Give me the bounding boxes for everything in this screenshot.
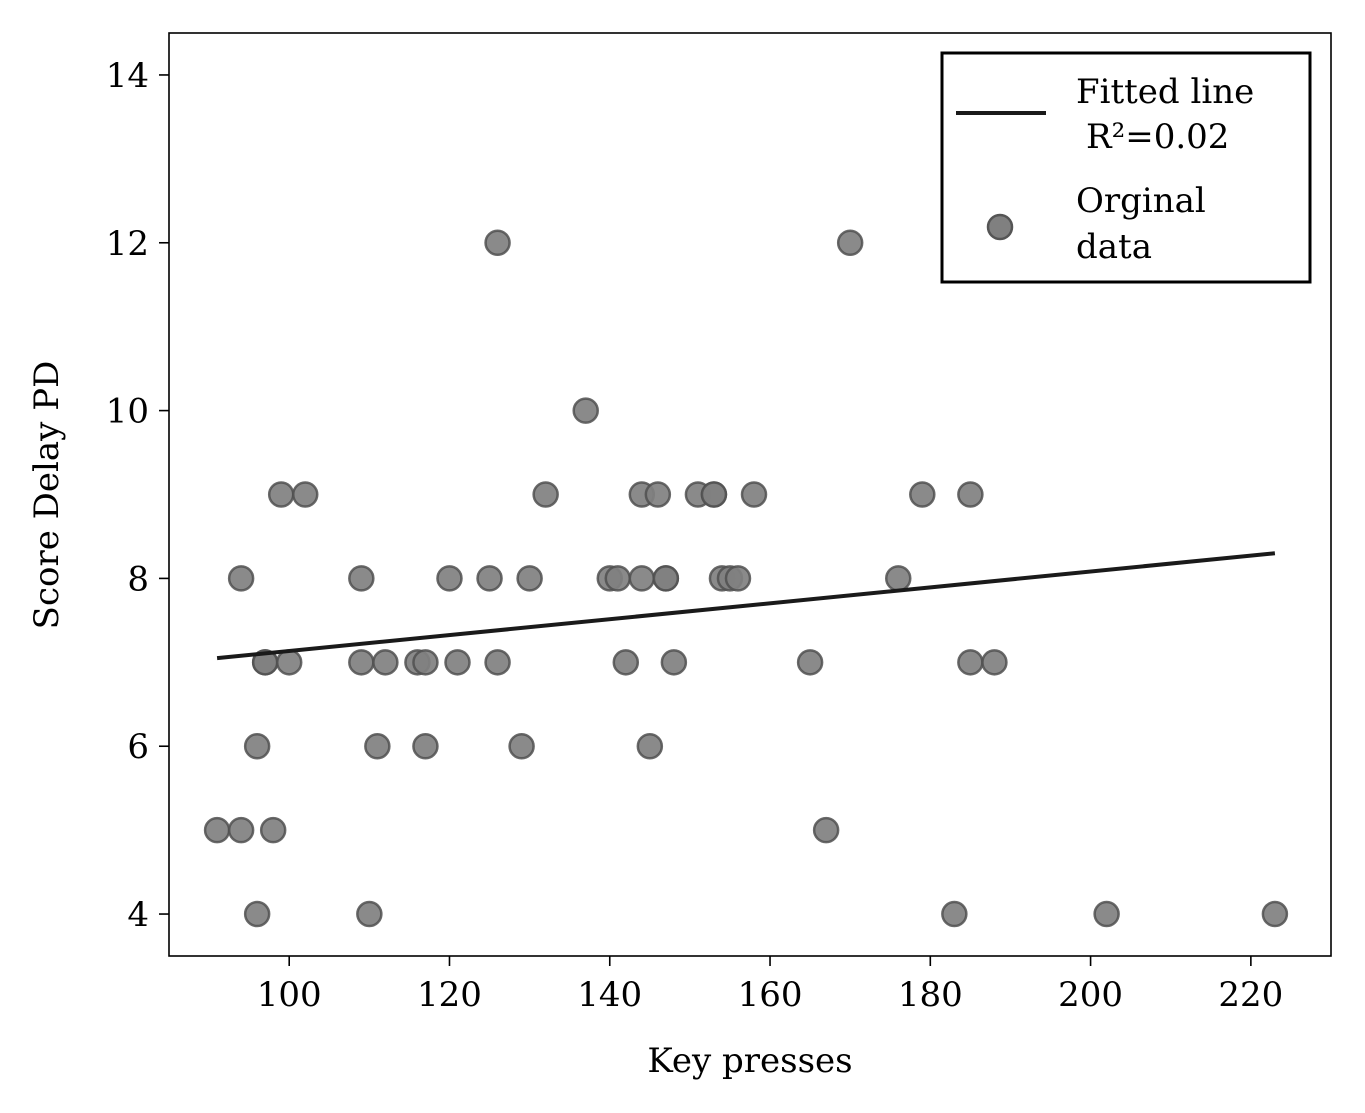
legend: Fitted line R²=0.02 Orginal data (940, 51, 1312, 284)
data-point (508, 732, 535, 760)
fitted-line (216, 551, 1276, 661)
data-point (484, 649, 511, 676)
data-point (981, 649, 1008, 676)
x-tick-label: 200 (1058, 975, 1123, 1015)
x-tick-label: 180 (898, 975, 963, 1015)
legend-scatter-swatch (986, 213, 1014, 241)
x-axis-label: Key presses (647, 1041, 852, 1081)
x-axis-ticks: 100 120 140 160 180 200 220 (257, 956, 1283, 1015)
legend-scatter-label: Orginal (1076, 181, 1206, 221)
data-point (275, 649, 303, 676)
data-point (1093, 900, 1120, 928)
data-point (812, 816, 840, 844)
data-point (957, 649, 984, 676)
y-tick-label: 12 (106, 224, 149, 264)
data-point (572, 397, 599, 424)
data-point (516, 565, 543, 592)
data-point (796, 649, 824, 676)
data-point (652, 565, 680, 592)
data-point (412, 649, 439, 676)
y-tick-label: 6 (127, 727, 149, 767)
data-point (291, 481, 319, 508)
data-point (348, 649, 375, 676)
data-point (227, 565, 255, 592)
data-point (356, 900, 383, 928)
data-point (484, 229, 511, 257)
data-point (836, 229, 864, 257)
x-tick-label: 220 (1218, 975, 1283, 1015)
data-point (957, 481, 984, 508)
data-point (612, 649, 640, 676)
scatter-points (203, 229, 1289, 928)
legend-scatter-label-2: data (1076, 227, 1152, 267)
y-axis-label: Score Delay PD (27, 361, 67, 630)
data-point (243, 900, 271, 928)
data-point (532, 481, 559, 508)
data-point (259, 816, 287, 844)
data-point (636, 732, 664, 760)
data-point (1261, 900, 1289, 928)
fitted-line-group (216, 551, 1276, 661)
data-point (243, 732, 271, 760)
x-tick-label: 100 (257, 975, 322, 1015)
legend-frame (940, 51, 1312, 284)
y-tick-label: 8 (127, 559, 149, 599)
y-tick-label: 4 (127, 895, 149, 935)
data-point (740, 481, 768, 508)
legend-line-r2: R²=0.02 (1086, 117, 1229, 157)
data-point (885, 565, 912, 592)
data-point (348, 565, 375, 592)
data-point (372, 649, 399, 676)
data-point (267, 481, 295, 508)
data-point (604, 565, 632, 592)
x-tick-label: 120 (417, 975, 482, 1015)
x-tick-label: 140 (577, 975, 642, 1015)
y-axis-ticks: 4 6 8 10 12 14 (106, 56, 169, 935)
data-point (444, 649, 471, 676)
legend-line-label: Fitted line (1076, 72, 1254, 112)
data-point (436, 565, 463, 592)
data-point (724, 565, 752, 592)
y-tick-label: 14 (106, 56, 149, 96)
data-point (660, 649, 688, 676)
x-tick-label: 160 (738, 975, 803, 1015)
data-point (412, 732, 439, 760)
y-tick-label: 10 (106, 392, 149, 432)
data-point (909, 481, 936, 508)
data-point (364, 732, 391, 760)
data-point (644, 481, 672, 508)
data-point (941, 900, 968, 928)
data-point (476, 565, 503, 592)
data-point (227, 816, 255, 844)
data-point (700, 481, 728, 508)
data-point (203, 816, 231, 844)
data-point (628, 565, 656, 592)
